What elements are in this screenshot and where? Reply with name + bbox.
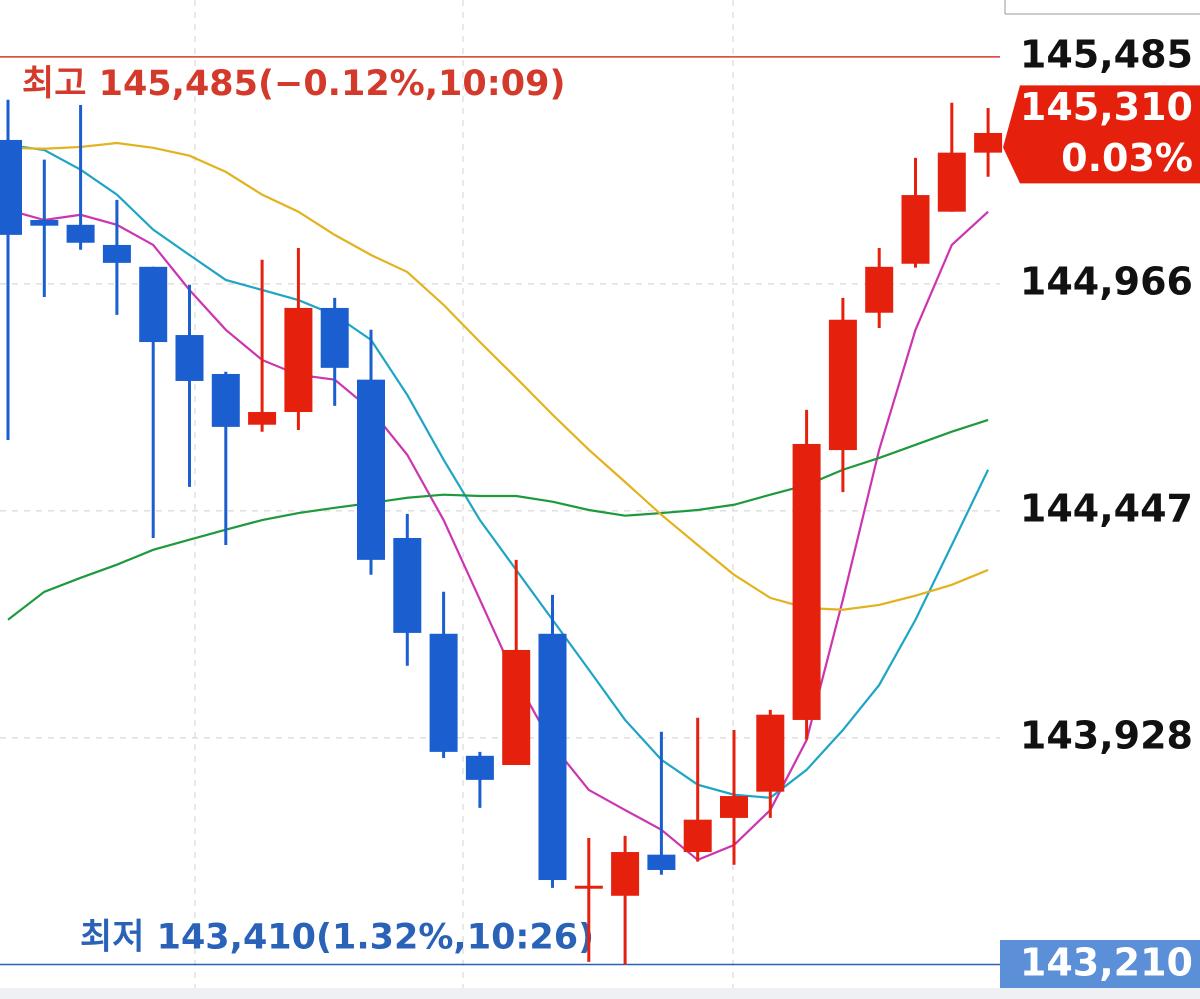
candle-body [937, 152, 966, 212]
candle-body [248, 412, 277, 425]
bottom-price-box [1000, 940, 1200, 988]
y-tick-label: 144,966 [1020, 259, 1193, 303]
candle-body [393, 537, 422, 633]
moving-average [7, 143, 990, 799]
high-annotation: 최고 145,485(−0.12%,10:09) [22, 64, 565, 104]
candle-body [66, 224, 95, 243]
candle-body [139, 266, 168, 343]
high-price-label: 145,485 [1020, 32, 1193, 76]
candle-body [756, 714, 785, 792]
candle-body [828, 319, 857, 451]
candle-body [574, 885, 603, 889]
candle-body [320, 307, 349, 368]
candle-body [901, 195, 930, 264]
y-tick-label: 143,928 [1020, 713, 1193, 757]
candle-body [465, 755, 494, 780]
candle-body [683, 819, 712, 853]
current-change: 0.03% [1061, 136, 1193, 180]
y-tick-label: 144,447 [1020, 486, 1193, 530]
candle-body [429, 633, 458, 752]
low-annotation: 최저 143,410(1.32%,10:26) [80, 917, 594, 957]
current-price-tag [1003, 85, 1200, 184]
bottom-strip [0, 988, 1200, 999]
candle-body [720, 796, 748, 818]
candle-body [30, 220, 59, 226]
moving-average [7, 208, 989, 862]
candle-body [865, 266, 894, 313]
candle-body [792, 443, 821, 720]
candle-body [102, 244, 131, 263]
candle-body [284, 307, 313, 413]
candle-body [647, 854, 676, 870]
candle-body [538, 633, 567, 881]
bottom-price-label: 143,210 [1020, 941, 1193, 985]
candle-body [502, 649, 531, 765]
moving-average [7, 418, 989, 621]
candle-body [175, 335, 204, 381]
candle-body [211, 373, 240, 427]
candle-body [357, 379, 385, 560]
moving-average [7, 141, 989, 611]
current-price: 145,310 [1020, 85, 1193, 129]
candle-body [611, 852, 640, 896]
candle-body [974, 132, 1003, 153]
candle-body [0, 139, 22, 235]
